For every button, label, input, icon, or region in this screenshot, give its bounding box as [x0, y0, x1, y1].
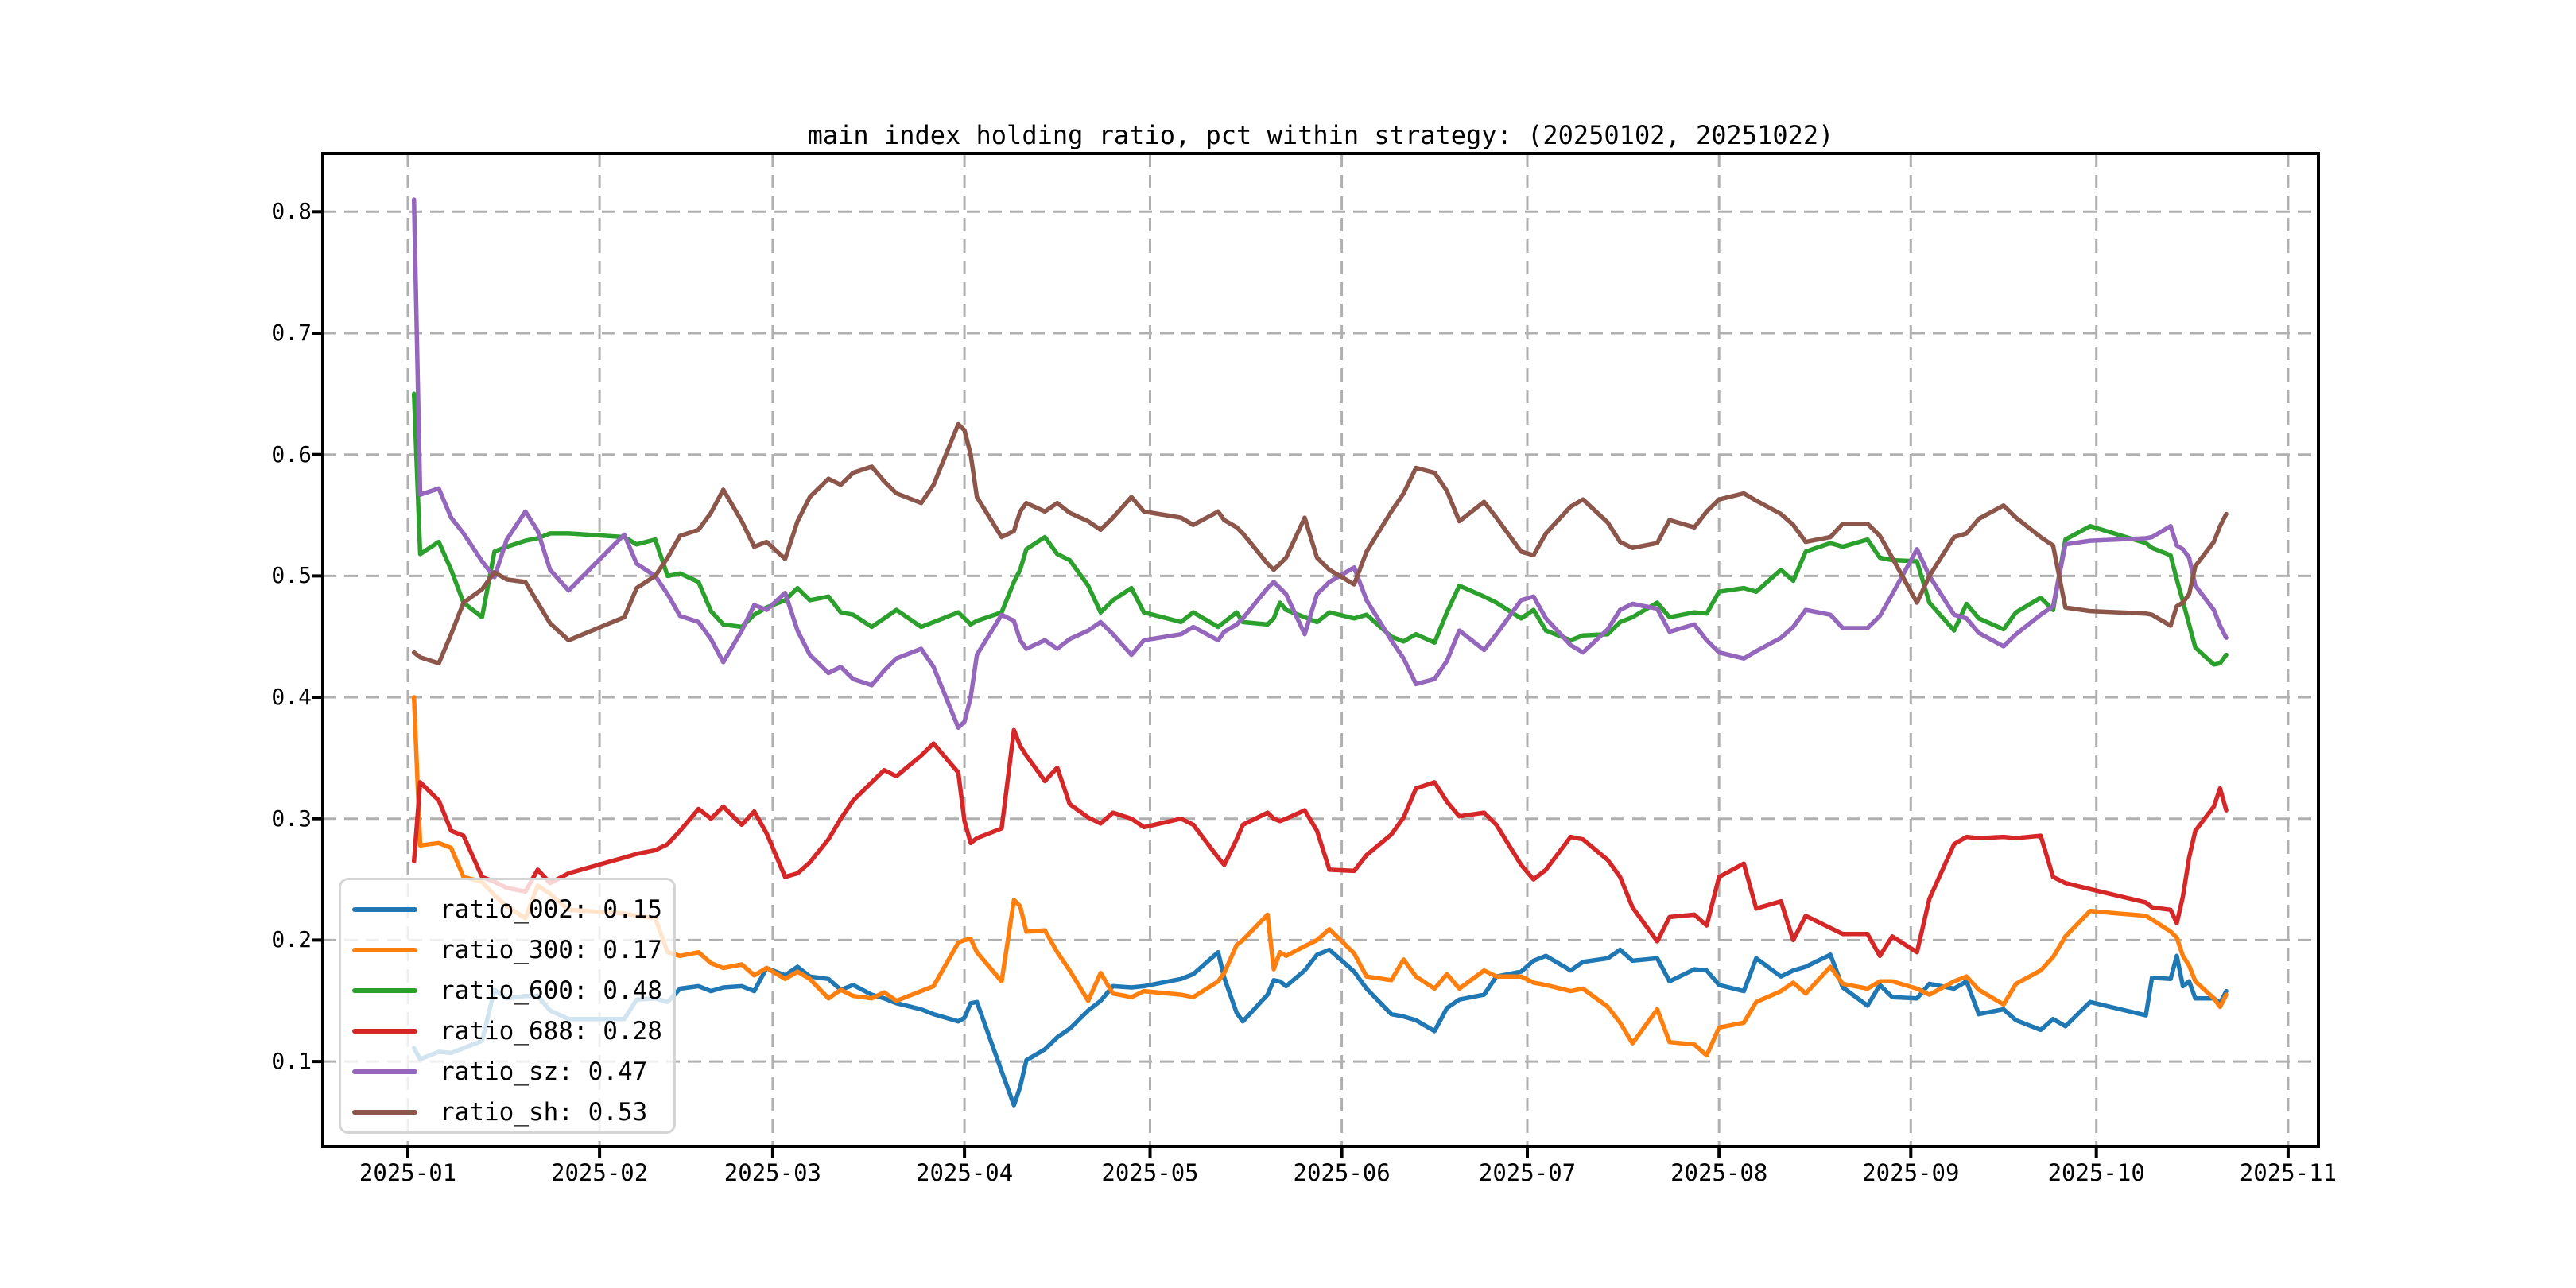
legend-item-ratio_600: ratio_600: 0.48: [352, 970, 673, 1011]
y-tick-label: 0.7: [271, 320, 312, 346]
legend-swatch-ratio_sh: [352, 1109, 417, 1115]
axes-spines: [321, 152, 2320, 1148]
legend-swatch-ratio_sz: [352, 1069, 417, 1074]
legend-label: ratio_600: 0.48: [440, 976, 662, 1005]
series-line-ratio_002: [411, 947, 2229, 1108]
chart-title: main index holding ratio, pct within str…: [807, 120, 1834, 150]
y-tick-label: 0.1: [271, 1048, 312, 1075]
legend-label: ratio_sh: 0.53: [440, 1097, 648, 1127]
legend-item-ratio_sz: ratio_sz: 0.47: [352, 1051, 673, 1092]
legend-swatch-ratio_300: [352, 947, 417, 952]
x-tick-label: 2025-02: [550, 1159, 649, 1186]
series-line-ratio_sh: [411, 421, 2229, 666]
legend-label: ratio_002: 0.15: [440, 894, 662, 924]
series-line-ratio_300: [411, 695, 2229, 1058]
series-line-ratio_688: [411, 727, 2229, 959]
legend-label: ratio_sz: 0.47: [440, 1057, 648, 1086]
x-tick-label: 2025-04: [915, 1159, 1014, 1186]
legend-label: ratio_688: 0.28: [440, 1016, 662, 1046]
legend-item-ratio_688: ratio_688: 0.28: [352, 1011, 673, 1051]
y-tick-label: 0.5: [271, 562, 312, 589]
legend-swatch-ratio_688: [352, 1028, 417, 1034]
x-tick-label: 2025-10: [2047, 1159, 2145, 1186]
x-tick-label: 2025-08: [1670, 1159, 1768, 1186]
y-tick-label: 0.2: [271, 926, 312, 953]
legend-swatch-ratio_002: [352, 906, 417, 912]
series-line-ratio_600: [411, 391, 2229, 667]
y-tick-label: 0.4: [271, 684, 312, 710]
x-tick-label: 2025-09: [1862, 1159, 1960, 1186]
x-tick-label: 2025-01: [359, 1159, 457, 1186]
series-line-ratio_sz: [411, 197, 2229, 730]
y-tick-label: 0.3: [271, 805, 312, 832]
x-tick-label: 2025-11: [2239, 1159, 2337, 1186]
x-tick-label: 2025-07: [1478, 1159, 1577, 1186]
legend: ratio_002: 0.15 ratio_300: 0.17 ratio_600:…: [339, 878, 676, 1134]
x-tick-label: 2025-06: [1293, 1159, 1391, 1186]
legend-label: ratio_300: 0.17: [440, 935, 662, 964]
y-tick-label: 0.8: [271, 198, 312, 225]
x-tick-label: 2025-05: [1101, 1159, 1199, 1186]
legend-item-ratio_300: ratio_300: 0.17: [352, 929, 673, 970]
x-tick-label: 2025-03: [724, 1159, 821, 1186]
legend-swatch-ratio_600: [352, 987, 417, 993]
legend-item-ratio_sh: ratio_sh: 0.53: [352, 1092, 673, 1132]
y-tick-label: 0.6: [271, 440, 312, 467]
legend-item-ratio_002: ratio_002: 0.15: [352, 889, 673, 929]
